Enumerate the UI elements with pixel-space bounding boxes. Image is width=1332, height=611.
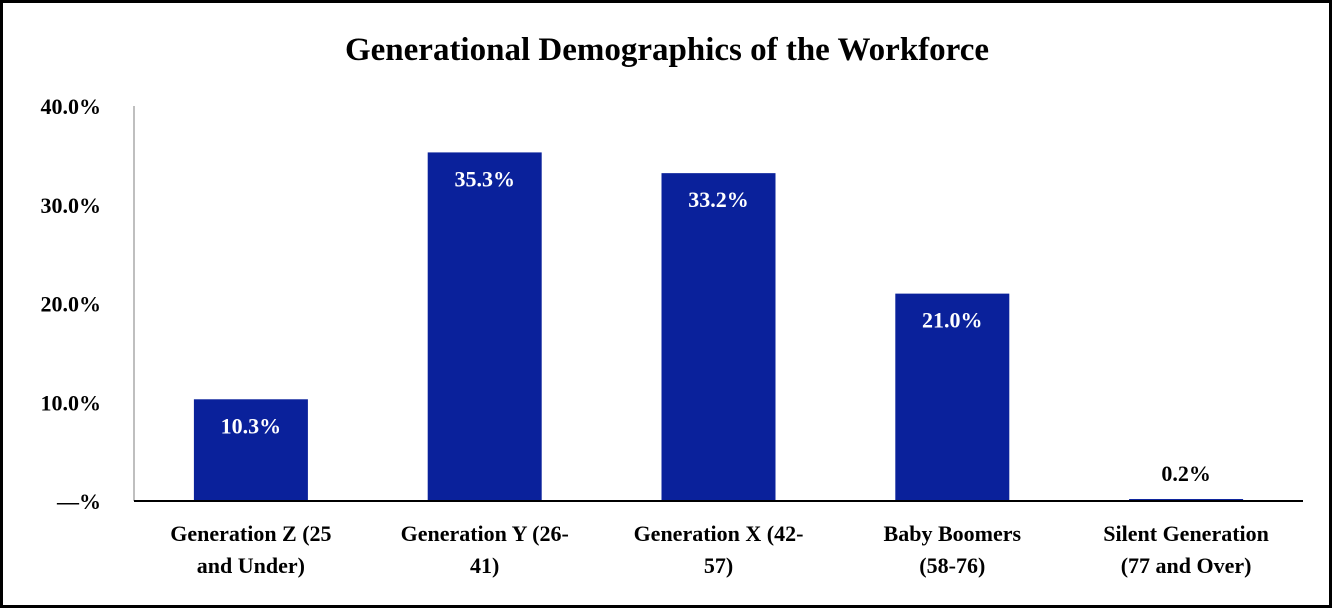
y-tick-label: —% (56, 489, 101, 514)
y-tick-label: 20.0% (41, 292, 102, 317)
data-label: 33.2% (688, 187, 749, 212)
y-tick-label: 30.0% (41, 193, 102, 218)
x-tick-label: Generation Z (25 (170, 521, 331, 546)
x-tick-label: Generation X (42- (634, 521, 804, 546)
x-axis-categories: Generation Z (25 and Under) Generation Y (… (170, 521, 1269, 578)
bars (193, 152, 1244, 501)
y-tick-label: 10.0% (41, 390, 102, 415)
data-label: 0.2% (1161, 461, 1211, 486)
data-label: 21.0% (922, 308, 983, 333)
chart-title: Generational Demographics of the Workfor… (345, 32, 989, 68)
bar-chart: Generational Demographics of the Workfor… (41, 32, 1303, 578)
x-tick-label: and Under) (197, 553, 305, 578)
x-tick-label: 57) (704, 553, 733, 578)
bar (895, 293, 1010, 501)
x-tick-label: (58-76) (919, 553, 985, 578)
x-tick-label: (77 and Over) (1121, 553, 1252, 578)
bar (193, 399, 308, 501)
bar (661, 173, 776, 501)
data-label: 35.3% (454, 166, 515, 191)
x-tick-label: Generation Y (26- (401, 521, 569, 546)
y-tick-label: 40.0% (41, 94, 102, 119)
x-tick-label: Silent Generation (1103, 521, 1269, 546)
data-labels: 10.3% 35.3% 33.2% 21.0% 0.2% (221, 166, 1211, 486)
x-tick-label: Baby Boomers (884, 521, 1022, 546)
x-tick-label: 41) (470, 553, 499, 578)
y-axis: —% 10.0% 20.0% 30.0% 40.0% (41, 94, 102, 514)
data-label: 10.3% (221, 413, 282, 438)
bar (427, 152, 542, 501)
